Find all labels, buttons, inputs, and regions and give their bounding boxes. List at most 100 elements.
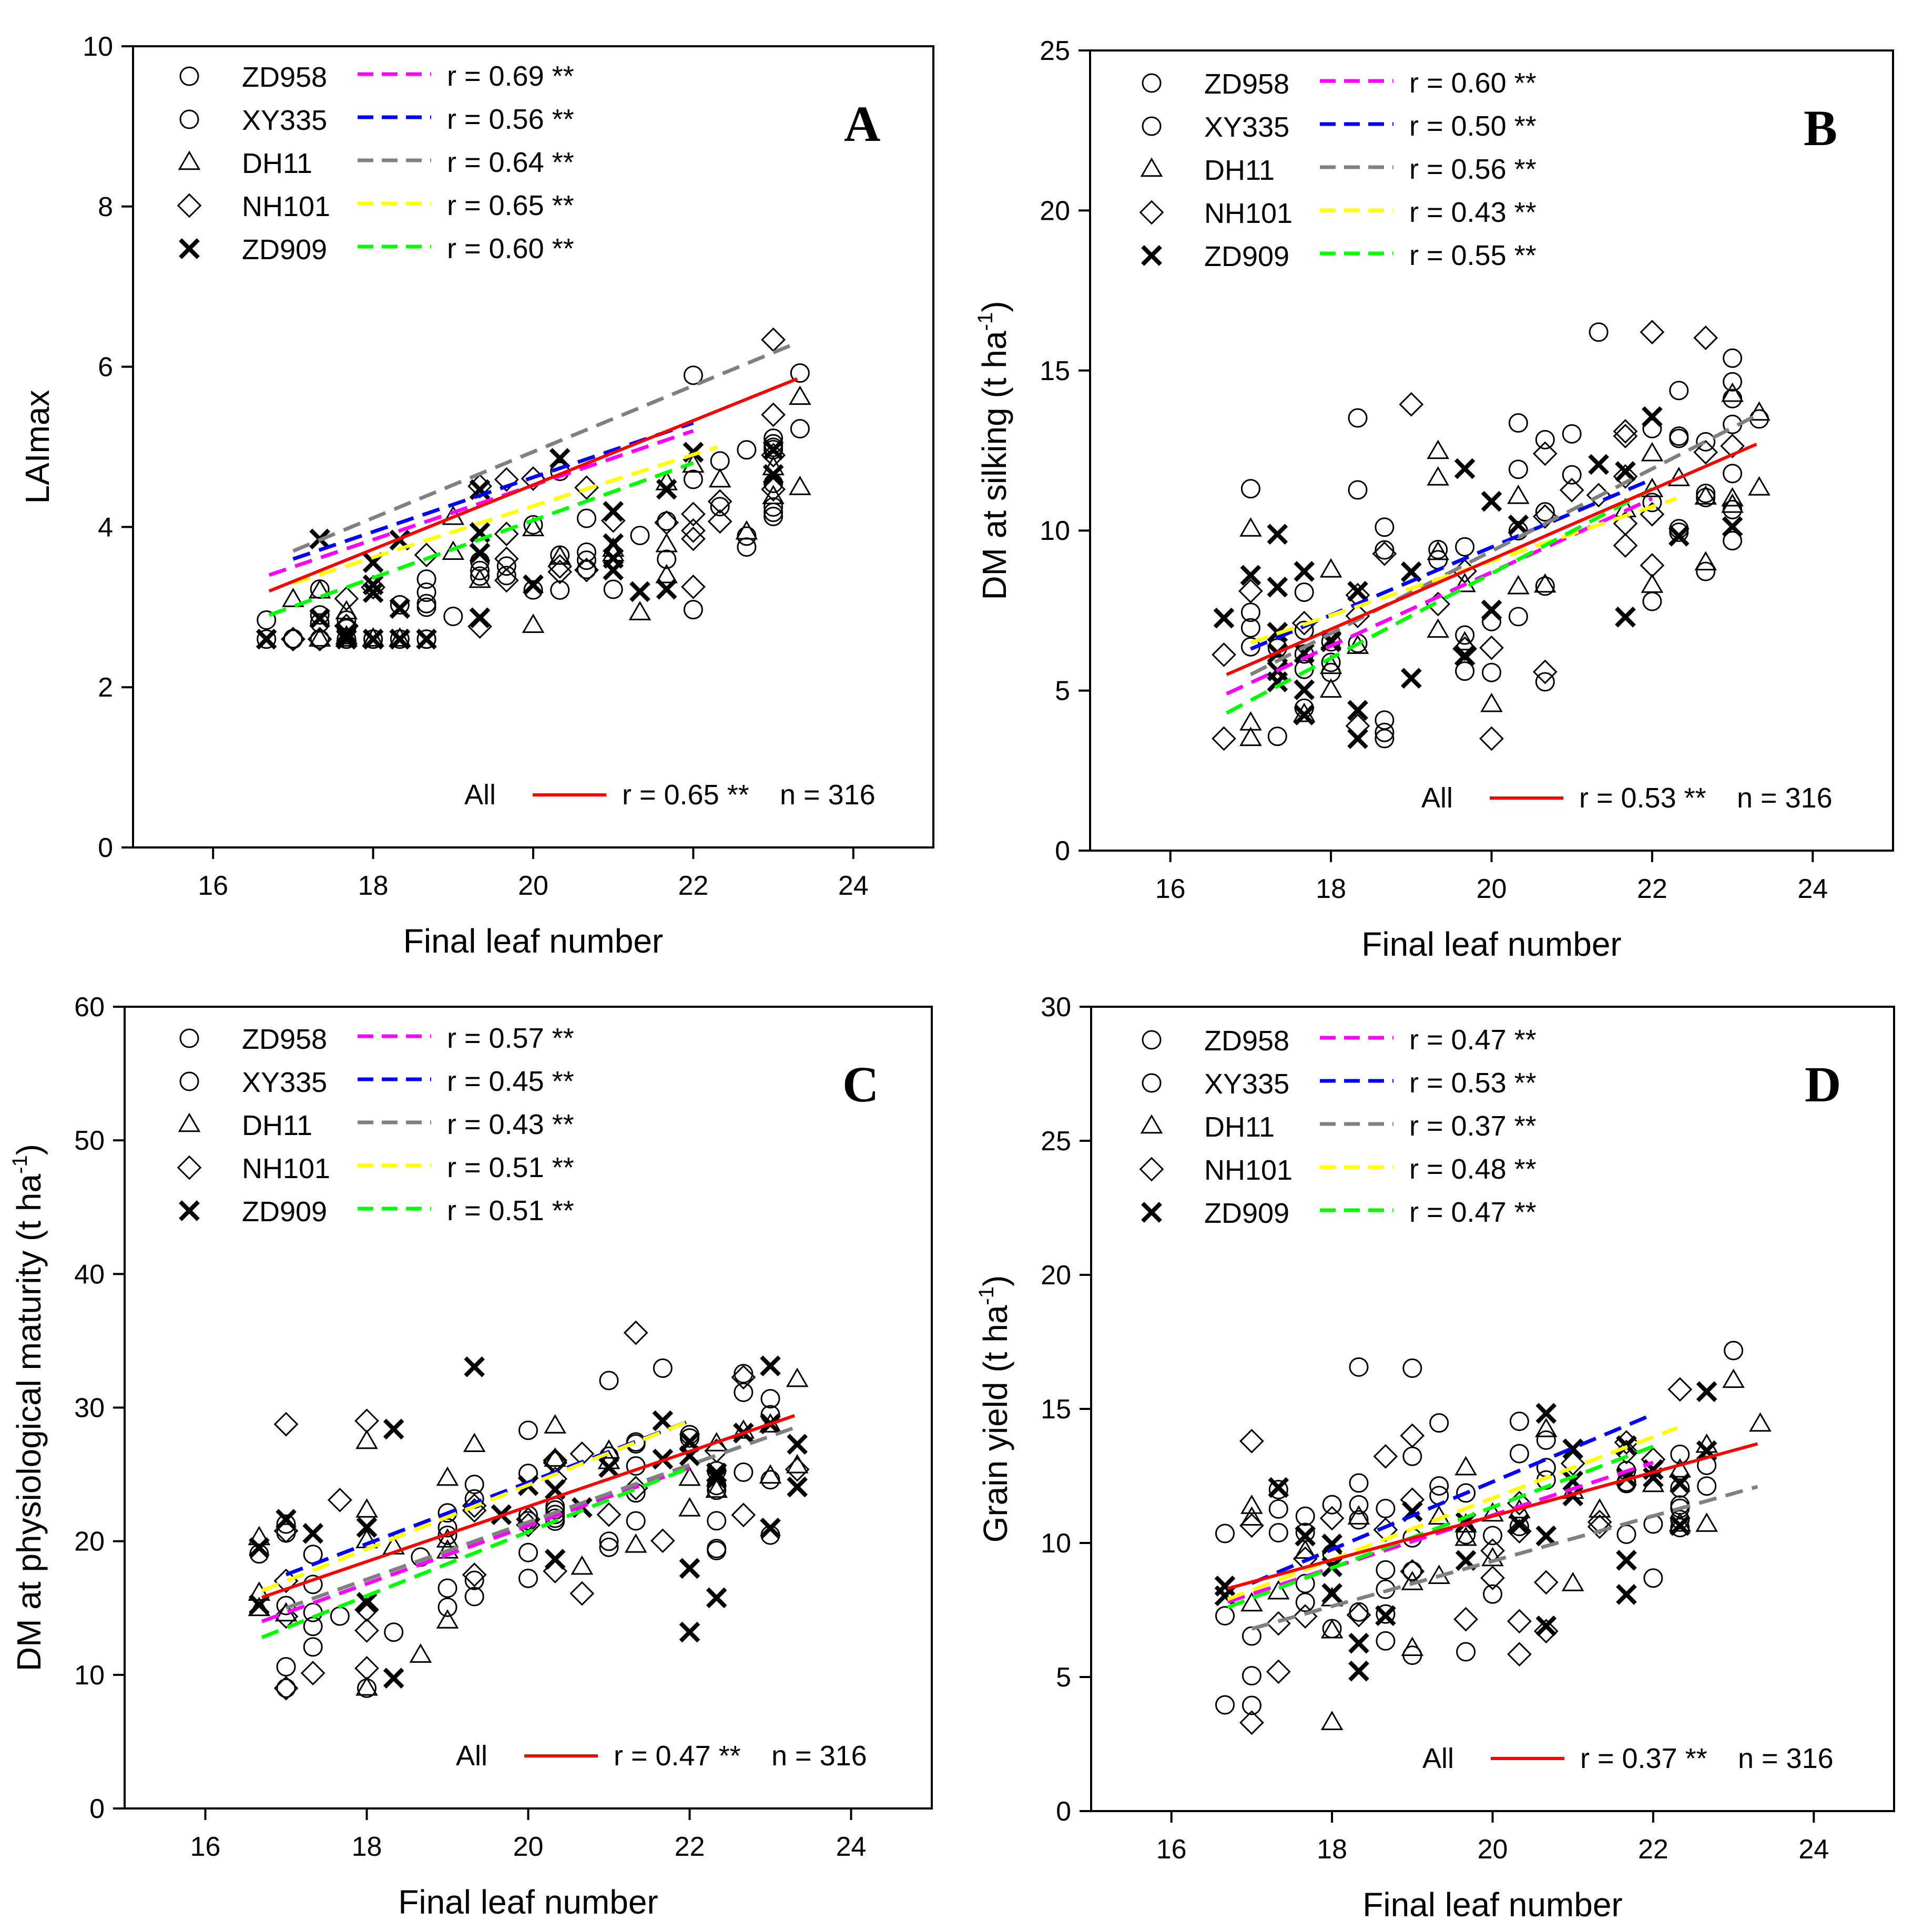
scatter-point: [731, 1502, 756, 1528]
scatter-point: [327, 1487, 352, 1512]
scatter-point: [414, 543, 439, 567]
scatter-point: [362, 582, 384, 604]
scatter-point: [1376, 1604, 1396, 1624]
legend-label: XY335: [1204, 1068, 1289, 1100]
x-axis-label: Final leaf number: [1362, 1886, 1622, 1924]
scatter-point: [1376, 1560, 1396, 1580]
scatter-point: [283, 629, 303, 649]
scatter-point: [1695, 1512, 1718, 1532]
x-tick-label: 20: [518, 871, 548, 901]
scatter-point: [1696, 484, 1716, 504]
scatter-point: [1240, 565, 1261, 586]
overall-r-value: r = 0.53 **: [1579, 782, 1706, 814]
legend-marker-zd958: [179, 66, 199, 86]
overall-r-value: r = 0.37 **: [1580, 1743, 1707, 1774]
scatter-point: [1215, 1695, 1235, 1715]
scatter-point: [574, 475, 599, 500]
scatter-point: [1240, 618, 1260, 638]
panel-letter: B: [1804, 100, 1837, 156]
scatter-point: [1670, 1478, 1690, 1498]
scatter-point: [1479, 726, 1504, 751]
y-axis-label: Grain yield (t ha-1): [975, 1275, 1014, 1543]
x-axis-label: Final leaf number: [1361, 925, 1621, 963]
y-axis-label-sup: -1: [974, 312, 997, 331]
scatter-point: [1268, 1499, 1288, 1519]
fit-line-nh101: [261, 1419, 690, 1592]
legend-label: NH101: [1204, 198, 1293, 229]
x-tick-label: 16: [198, 871, 228, 901]
scatter-point: [790, 419, 810, 439]
legend-r-value: r = 0.60 **: [447, 233, 574, 264]
scatter-point: [1401, 1637, 1424, 1656]
scatter-point: [1615, 461, 1636, 482]
fit-line-xy335: [1250, 477, 1653, 651]
fit-line-xy335: [292, 421, 694, 561]
x-tick-label: 22: [1637, 874, 1667, 904]
scatter-point: [599, 1371, 619, 1391]
scatter-point: [597, 1439, 620, 1459]
scatter-point: [1427, 466, 1450, 486]
scatter-point: [1400, 668, 1422, 689]
scatter-point: [655, 564, 678, 584]
legend-r-value: r = 0.53 **: [1409, 1067, 1537, 1099]
scatter-point: [273, 1412, 299, 1437]
scatter-point: [276, 1514, 296, 1534]
scatter-point: [1613, 533, 1638, 558]
legend-label: ZD958: [1204, 1025, 1289, 1057]
legend: ZD958 r = 0.69 ** XY335 r = 0.56 ** DH11 r = …: [177, 60, 574, 265]
y-tick-label: 30: [1041, 992, 1071, 1023]
scatter-point: [518, 1464, 538, 1484]
scatter-point: [1345, 713, 1370, 739]
x-tick-label: 18: [358, 871, 389, 901]
legend-r-value: r = 0.45 **: [447, 1066, 574, 1097]
scatter-point: [1294, 679, 1315, 701]
legend-r-value: r = 0.48 **: [1409, 1153, 1537, 1185]
y-tick-label: 0: [89, 1794, 105, 1824]
scatter-point: [276, 1678, 296, 1698]
scatter-point: [464, 1475, 484, 1495]
scatter-point: [257, 629, 277, 649]
scatter-point: [1240, 1592, 1263, 1612]
legend-marker-zd909: [1141, 245, 1162, 266]
scatter-point: [653, 1358, 673, 1378]
scatter-point: [1322, 1619, 1342, 1639]
scatter-point: [623, 1320, 648, 1345]
x-tick-label: 18: [352, 1832, 382, 1862]
scatter-point: [576, 550, 596, 570]
scatter-point: [569, 1581, 595, 1606]
scatter-point: [416, 569, 436, 589]
scatter-point: [1669, 519, 1689, 539]
scatter-point: [437, 1525, 457, 1545]
scatter-point: [1642, 493, 1662, 513]
scatter-point: [656, 578, 677, 600]
scatter-point: [683, 600, 703, 620]
y-tick-label: 10: [1040, 516, 1070, 546]
scatter-point: [1376, 1499, 1396, 1519]
scatter-point: [302, 1523, 323, 1544]
overall-r-value: r = 0.47 **: [614, 1740, 741, 1772]
legend: ZD958 r = 0.47 ** XY335 r = 0.53 ** DH11 r = …: [1139, 1024, 1537, 1229]
fit-line-zd958: [268, 429, 694, 577]
legend-label: ZD909: [1204, 1198, 1289, 1229]
scatter-point: [576, 559, 596, 579]
legend-label: NH101: [242, 1153, 330, 1184]
scatter-point: [1532, 659, 1558, 684]
scatter-point: [1291, 610, 1317, 636]
scatter-point: [1375, 517, 1395, 537]
scatter-point: [706, 1468, 727, 1489]
scatter-point: [361, 575, 385, 600]
overall-n-value: n = 316: [780, 779, 876, 811]
scatter-point: [494, 546, 519, 571]
y-tick-label: 0: [1056, 1796, 1071, 1827]
scatter-point: [1295, 1522, 1315, 1542]
scatter-point: [1347, 1505, 1370, 1525]
scatter-point: [734, 1382, 754, 1402]
scatter-point: [1507, 575, 1530, 595]
scatter-point: [355, 1676, 378, 1696]
scatter-point: [1454, 1456, 1477, 1476]
scatter-point: [1349, 1602, 1369, 1622]
scatter-point: [496, 556, 516, 576]
scatter-point: [494, 568, 519, 593]
scatter-point: [1402, 1561, 1422, 1581]
scatter-point: [1483, 1526, 1502, 1546]
